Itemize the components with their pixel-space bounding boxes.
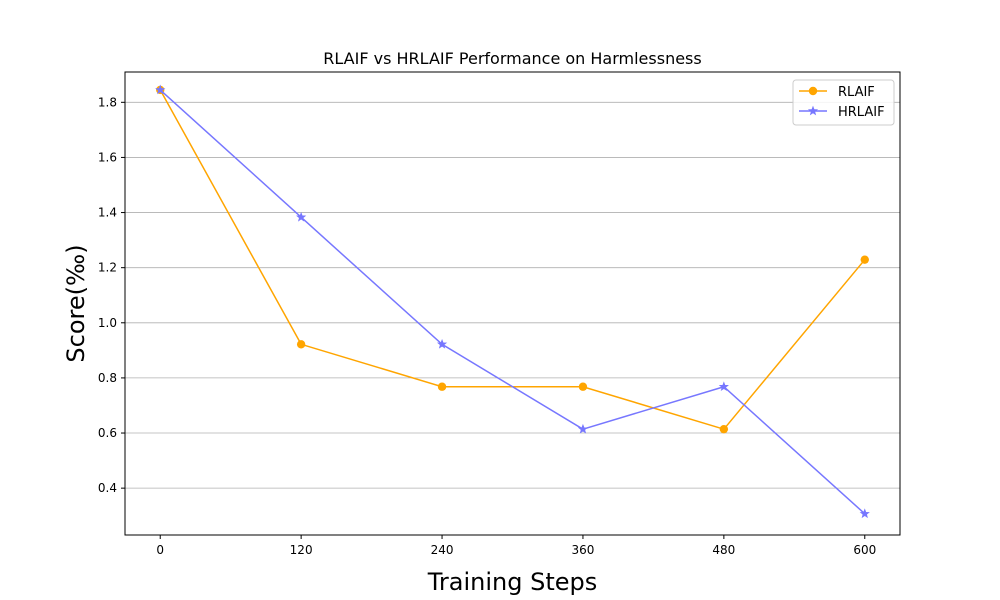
legend-marker xyxy=(808,86,818,96)
data-point-hrlaif xyxy=(718,381,729,392)
data-point-rlaif xyxy=(578,382,588,391)
data-point-rlaif xyxy=(719,424,729,434)
legend-item-hrlaif: HRLAIF xyxy=(799,105,885,120)
series-hrlaif xyxy=(155,84,870,519)
legend-label: RLAIF xyxy=(838,85,875,100)
legend: RLAIF HRLAIF xyxy=(792,79,895,126)
series-line-hrlaif xyxy=(159,89,866,515)
y-tick-label: 0.4 xyxy=(98,481,117,495)
data-point-hrlaif xyxy=(859,508,870,519)
data-point-hrlaif xyxy=(577,423,589,434)
x-tick-label: 0 xyxy=(156,543,164,557)
legend-item-rlaif: RLAIF xyxy=(799,85,875,100)
data-point-rlaif xyxy=(437,382,447,391)
grid-lines xyxy=(125,101,900,489)
x-tick-label: 240 xyxy=(431,543,454,557)
data-point-hrlaif xyxy=(296,211,307,222)
y-tick-label: 0.8 xyxy=(98,371,117,385)
data-point-hrlaif xyxy=(436,338,448,349)
data-point-rlaif xyxy=(860,255,869,264)
x-axis-ticks: 0 120 240 360 480 600 xyxy=(156,535,876,557)
plot-frame xyxy=(124,71,901,536)
x-tick-label: 360 xyxy=(572,543,595,557)
series-layer xyxy=(155,84,870,519)
x-tick-label: 600 xyxy=(853,543,876,557)
y-tick-label: 1.8 xyxy=(98,95,117,109)
y-axis-label: Score(‰) xyxy=(62,244,90,362)
y-axis-ticks: 0.4 0.6 0.8 1.0 1.2 1.4 1.6 1.8 xyxy=(98,95,125,495)
legend-label: HRLAIF xyxy=(838,105,885,120)
legend-marker xyxy=(807,105,819,116)
x-tick-label: 480 xyxy=(712,543,735,557)
x-axis-label: Training Steps xyxy=(427,568,597,596)
data-point-hrlaif xyxy=(155,84,166,95)
data-point-rlaif xyxy=(296,340,306,349)
y-tick-label: 1.2 xyxy=(98,261,117,275)
y-tick-label: 1.4 xyxy=(98,206,117,220)
y-tick-label: 1.0 xyxy=(98,316,117,330)
x-tick-label: 120 xyxy=(290,543,313,557)
chart-title: RLAIF vs HRLAIF Performance on Harmlessn… xyxy=(323,49,701,68)
y-tick-label: 1.6 xyxy=(98,150,117,164)
y-tick-label: 0.6 xyxy=(98,426,117,440)
